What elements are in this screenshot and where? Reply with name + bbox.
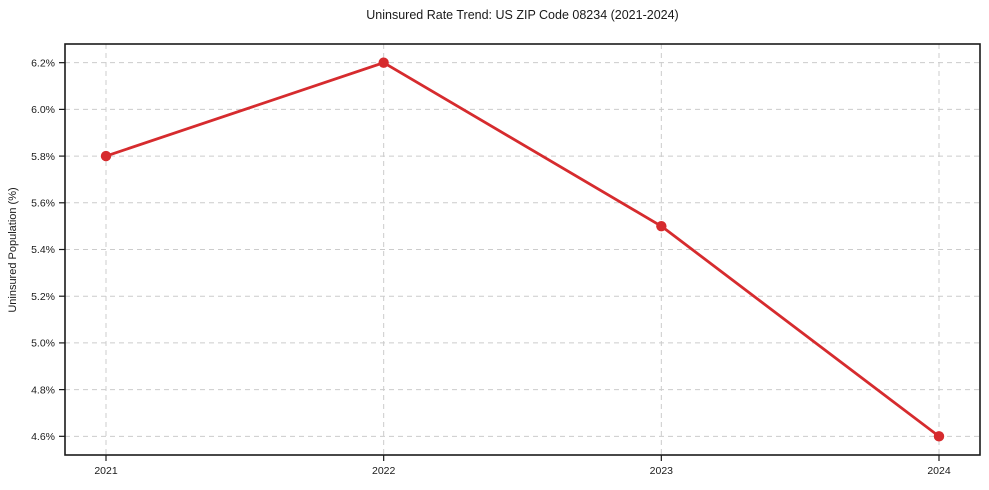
y-tick-label: 5.0% [31,338,55,350]
plot-background [65,44,980,455]
data-point [933,431,945,442]
chart-title: Uninsured Rate Trend: US ZIP Code 08234 … [366,8,679,22]
y-tick-label: 4.8% [31,384,55,396]
y-tick-label: 5.6% [31,197,55,209]
x-tick-label: 2021 [94,465,118,477]
y-tick-label: 5.8% [31,151,55,163]
x-tick-label: 2023 [650,465,674,477]
x-tick-label: 2022 [372,465,396,477]
y-tick-label: 5.4% [31,244,55,256]
y-tick-label: 6.0% [31,104,55,116]
y-tick-label: 4.6% [31,431,55,443]
axes-frame [64,43,981,456]
x-tick-label: 2024 [927,465,951,477]
data-point [100,150,112,162]
y-tick-label: 6.2% [31,57,55,69]
data-point [378,57,389,68]
y-tick-label: 5.2% [31,291,55,303]
data-point [656,220,667,232]
trend-line [104,61,941,438]
